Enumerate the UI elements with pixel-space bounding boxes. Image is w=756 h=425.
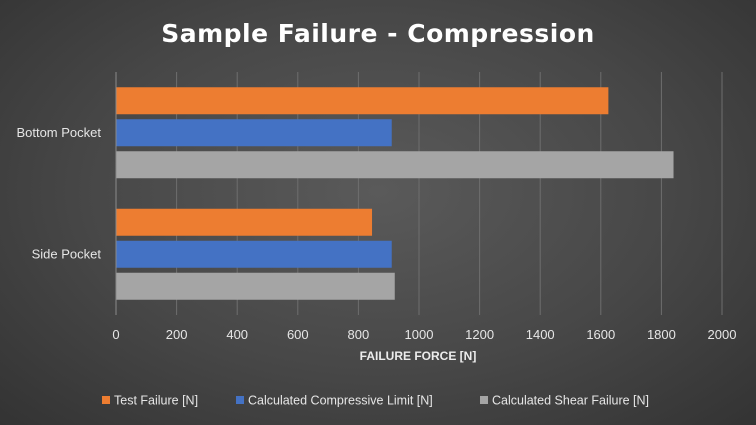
x-tick-label: 1400	[526, 327, 555, 342]
bar-shear-failure	[116, 272, 395, 300]
bar-compressive-limit	[116, 119, 392, 147]
x-tick-label: 800	[348, 327, 370, 342]
legend: Test Failure [N] Calculated Compressive L…	[102, 394, 649, 408]
x-tick-label: 1200	[465, 327, 494, 342]
category-label: Side Pocket	[32, 246, 102, 261]
x-tick-label: 400	[226, 327, 248, 342]
legend-swatch	[102, 396, 110, 404]
x-tick-labels: 0 200 400 600 800 1000 1200 1400 1600 1800 2000	[112, 327, 736, 342]
x-tick-label: 1600	[586, 327, 615, 342]
x-axis-title: FAILURE FORCE [N]	[360, 349, 477, 363]
legend-label: Calculated Shear Failure [N]	[492, 394, 649, 408]
category-labels: Bottom Pocket Side Pocket	[16, 125, 101, 262]
x-tick-label: 0	[112, 327, 119, 342]
legend-label: Calculated Compressive Limit [N]	[248, 394, 433, 408]
category-label: Bottom Pocket	[16, 125, 101, 140]
x-tick-label: 200	[166, 327, 188, 342]
bars	[116, 87, 674, 300]
legend-label: Test Failure [N]	[114, 394, 198, 408]
x-tick-label: 2000	[708, 327, 737, 342]
x-tick-label: 1000	[405, 327, 434, 342]
x-tick-label: 1800	[647, 327, 676, 342]
legend-swatch	[480, 396, 488, 404]
chart-title: Sample Failure - Compression	[161, 19, 595, 48]
bar-test-failure	[116, 208, 373, 236]
bar-compressive-limit	[116, 240, 392, 268]
bar-test-failure	[116, 87, 609, 115]
legend-swatch	[236, 396, 244, 404]
bar-shear-failure	[116, 151, 674, 179]
x-tick-label: 600	[287, 327, 309, 342]
